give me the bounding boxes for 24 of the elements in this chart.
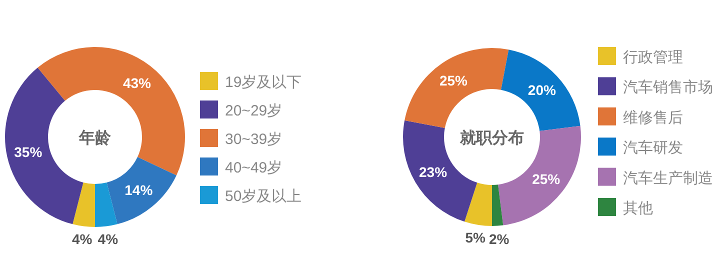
legend-label: 30~39岁 [225,131,282,148]
legend-label: 汽车销售市场 [623,79,713,96]
legend-label: 40~49岁 [225,160,282,176]
text: 就职分布 [459,129,524,147]
legend-label: 行政管理 [623,49,683,66]
data-label: 14% [124,182,154,198]
legend-label: 20~29岁 [225,102,282,120]
data-label: 5% [465,230,486,246]
data-label: 35% [14,144,43,160]
data-label: 23% [419,164,448,180]
legend-label: 19岁及以下 [225,74,302,91]
data-label: 4% [98,231,119,248]
data-label: 25% [532,170,561,187]
data-label: 25% [439,72,468,88]
data-label: 43% [122,74,152,91]
data-label: 4% [72,231,93,248]
legend-label: 50岁及以上 [225,188,302,205]
text: 年龄 [78,129,112,147]
legend-label: 汽车研发 [623,140,683,157]
legend-label: 其他 [623,200,653,217]
legend-label: 汽车生产制造 [623,170,713,187]
data-label: 2% [489,230,510,247]
legend-label: 维修售后 [623,109,683,126]
data-label: 20% [528,82,556,98]
